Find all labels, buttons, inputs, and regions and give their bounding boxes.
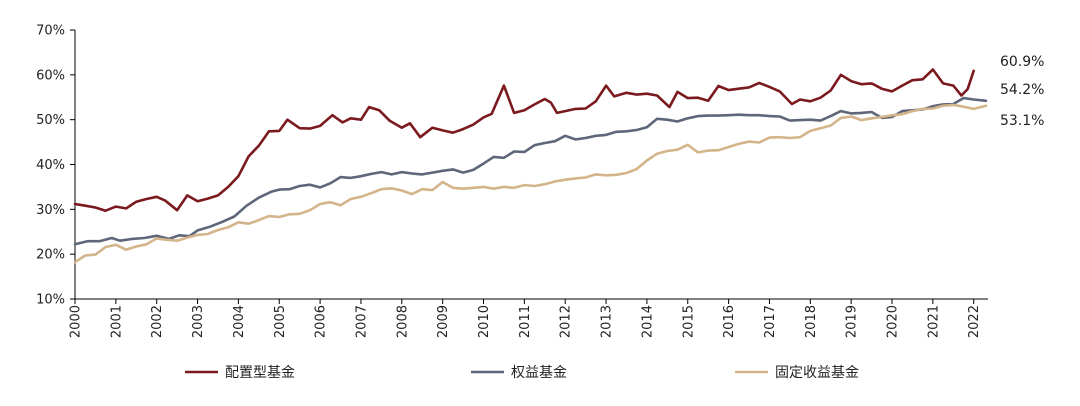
x-tick-label: 2019 [845,305,860,338]
x-tick-label: 2021 [926,305,941,338]
x-tick-label: 2014 [640,305,655,338]
x-tick-label: 2022 [967,305,982,338]
y-axis: 10% 20% 30% 40% 50% 60% 70% [36,24,76,308]
x-tick-label: 2006 [314,305,329,338]
legend: 配置型基金 权益基金 固定收益基金 [185,364,859,381]
end-labels: 60.9% 54.2% 53.1% [1000,54,1044,129]
x-tick-label: 2002 [150,305,165,338]
legend-label-1: 权益基金 [511,364,567,381]
x-tick-label: 2001 [109,305,124,338]
x-tick-label: 2000 [69,305,84,338]
y-tick-label: 20% [36,248,65,263]
x-tick-label: 2020 [886,305,901,338]
x-tick-label: 2018 [804,305,819,338]
x-tick-label: 2011 [518,305,533,338]
y-tick-label: 50% [36,113,65,128]
x-tick-label: 2012 [559,305,574,338]
series-line-2 [73,103,988,264]
x-tick-label: 2007 [354,305,369,338]
x-axis: 2000 2001 2002 2003 2004 2005 2006 2007 2008 2009… [69,298,988,338]
x-tick-label: 2010 [477,305,492,338]
end-label-0: 60.9% [1000,54,1044,70]
y-tick-label: 30% [36,203,65,218]
y-tick-label: 70% [36,24,65,39]
y-tick-label: 40% [36,158,65,173]
x-tick-label: 2013 [600,305,615,338]
end-label-2: 53.1% [1000,113,1044,129]
x-tick-label: 2017 [763,305,778,338]
series-line-1 [73,96,988,246]
x-tick-label: 2015 [681,305,696,338]
x-tick-label: 2008 [395,305,410,338]
series-lines [73,68,988,264]
legend-label-2: 固定收益基金 [775,364,859,381]
series-line-0 [73,68,975,212]
x-tick-label: 2016 [722,305,737,338]
legend-label-0: 配置型基金 [225,364,295,381]
end-label-1: 54.2% [1000,82,1044,98]
x-tick-label: 2003 [191,305,206,338]
x-tick-label: 2004 [232,305,247,338]
x-tick-label: 2009 [436,305,451,338]
y-tick-label: 10% [36,293,65,308]
y-tick-label: 60% [36,68,65,83]
x-tick-label: 2005 [273,305,288,338]
